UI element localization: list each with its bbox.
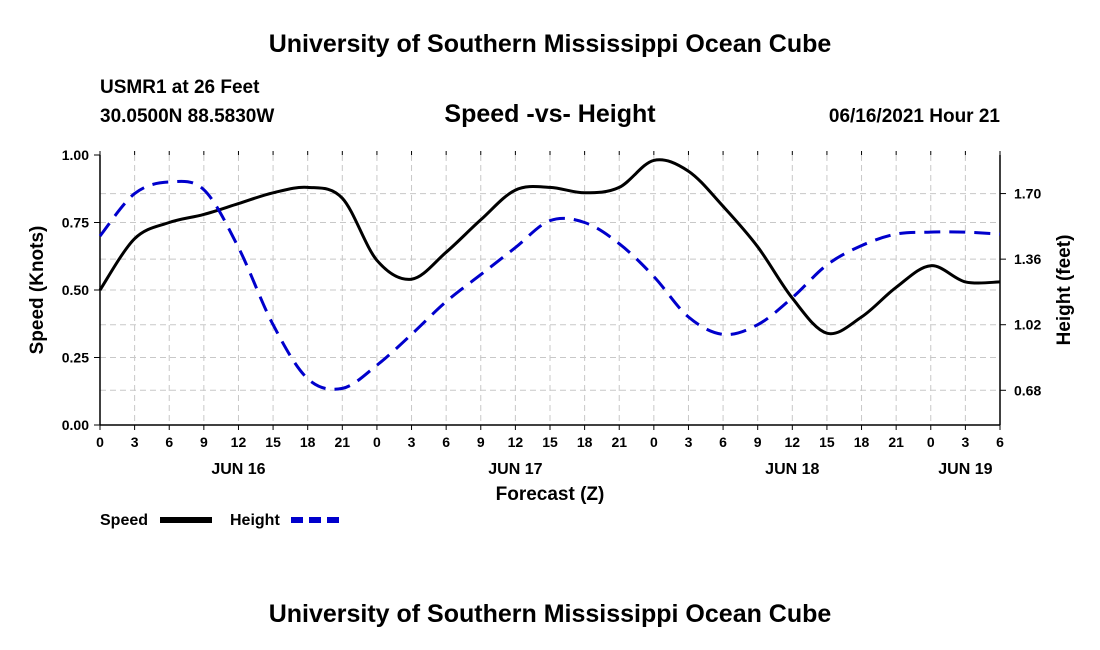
x-tick-label: 21: [888, 434, 904, 450]
x-tick-label: 0: [373, 434, 381, 450]
x-tick-label: 3: [961, 434, 969, 450]
x-tick-label: 9: [200, 434, 208, 450]
y2-axis-title: Height (feet): [1054, 235, 1075, 346]
x-date-label: JUN 17: [488, 461, 542, 478]
x-tick-label: 15: [265, 434, 281, 450]
x-tick-label: 9: [477, 434, 485, 450]
x-tick-label: 18: [300, 434, 316, 450]
y2-tick-label: 1.70: [1014, 186, 1041, 202]
chart-subtitle: Speed -vs- Height: [444, 100, 656, 128]
chart-title: University of Southern Mississippi Ocean…: [268, 30, 832, 58]
y-tick-label: 0.00: [62, 417, 89, 433]
x-tick-label: 6: [996, 434, 1004, 450]
station-label: USMR1 at 26 Feet: [100, 77, 260, 98]
x-tick-label: 15: [819, 434, 835, 450]
x-tick-label: 6: [442, 434, 450, 450]
x-date-label: JUN 19: [938, 461, 992, 478]
series-line-height: [98, 179, 1001, 391]
x-tick-label: 12: [785, 434, 801, 450]
x-tick-label: 3: [131, 434, 139, 450]
station-coordinates: 30.0500N 88.5830W: [100, 106, 275, 127]
x-tick-label: 18: [577, 434, 593, 450]
y-tick-label: 0.50: [62, 282, 89, 298]
x-tick-label: 0: [96, 434, 104, 450]
y2-tick-label: 1.02: [1014, 317, 1041, 333]
x-tick-label: 9: [754, 434, 762, 450]
forecast-datetime: 06/16/2021 Hour 21: [828, 106, 1000, 127]
y-tick-label: 1.00: [62, 147, 89, 163]
y-axis-title: Speed (Knots): [27, 226, 48, 355]
footer-title: University of Southern Mississippi Ocean…: [268, 600, 832, 628]
series-line-speed: [98, 158, 1001, 336]
y2-tick-label: 0.68: [1014, 382, 1041, 398]
y2-tick-label: 1.36: [1014, 251, 1041, 267]
legend-label-height: Height: [230, 512, 280, 529]
x-tick-label: 6: [165, 434, 173, 450]
x-axis-title: Forecast (Z): [496, 484, 605, 505]
y-tick-label: 0.75: [62, 215, 89, 231]
x-tick-label: 12: [508, 434, 524, 450]
x-date-label: JUN 18: [765, 461, 819, 478]
x-tick-label: 21: [335, 434, 351, 450]
y-tick-label: 0.25: [62, 350, 89, 366]
legend-label-speed: Speed: [100, 512, 148, 529]
x-tick-label: 3: [408, 434, 416, 450]
x-tick-label: 0: [927, 434, 935, 450]
x-tick-label: 0: [650, 434, 658, 450]
x-tick-label: 6: [719, 434, 727, 450]
x-tick-label: 21: [611, 434, 627, 450]
x-tick-label: 18: [854, 434, 870, 450]
x-tick-label: 3: [685, 434, 693, 450]
x-tick-label: 12: [231, 434, 247, 450]
x-date-label: JUN 16: [211, 461, 265, 478]
x-tick-label: 15: [542, 434, 558, 450]
